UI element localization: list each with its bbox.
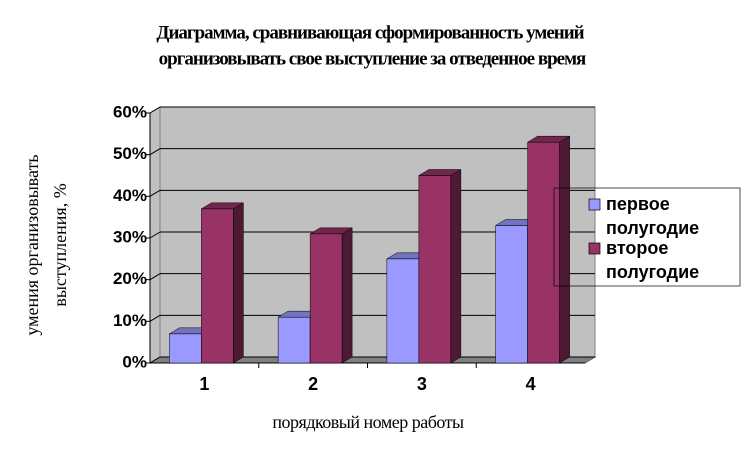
grid-line [149,231,161,239]
legend-box [553,187,741,287]
bar-front [201,208,234,364]
grid-line [149,273,161,281]
bar-front [169,333,202,364]
legend-swatch [588,198,601,211]
bar [526,135,571,364]
y-axis-label: выступления, % [50,183,70,306]
bar-top [200,202,245,210]
y-axis-label: умения организовывать [22,154,42,335]
x-axis-label: порядковый номер работы [272,412,464,432]
bar-side [341,227,353,364]
x-tick-label: 4 [526,374,536,394]
legend-label: второе полугодие [606,238,700,282]
y-tick-label: 20% [113,269,147,288]
bar-top [526,135,571,143]
y-tick-label: 40% [113,186,147,205]
y-tick-label: 50% [113,144,147,163]
y-tick-label: 30% [113,227,147,246]
chart-title: Диаграмма, сравнивающая сформированность… [156,22,584,43]
grid-line [149,314,161,322]
bar-front [386,258,420,364]
bar-side [450,169,462,364]
bar-top [417,169,462,176]
grid-line [149,189,161,197]
grid-line [149,106,161,114]
bar-front [309,233,343,364]
x-tick-label: 3 [417,374,427,394]
y-tick-label: 60% [113,102,147,121]
y-tick-label: 0% [122,352,147,371]
grid-line [149,356,161,364]
bar-front [495,225,528,364]
y-tick-label: 10% [113,311,147,330]
bar-front [527,141,560,364]
bar-front [418,175,452,364]
x-tick-label: 2 [308,374,318,394]
bar [417,169,462,364]
bar [309,227,354,364]
grid-line [149,148,161,156]
chart-title: организовывать свое выступление за отвед… [159,48,586,69]
bar-front [277,316,311,364]
bar [200,202,245,364]
bar-side [233,202,244,364]
x-tick-label: 1 [199,374,209,394]
legend-swatch [588,242,601,255]
bar-side [559,135,570,364]
bar-top [309,227,354,235]
legend-label: первое полугодие [606,194,700,238]
